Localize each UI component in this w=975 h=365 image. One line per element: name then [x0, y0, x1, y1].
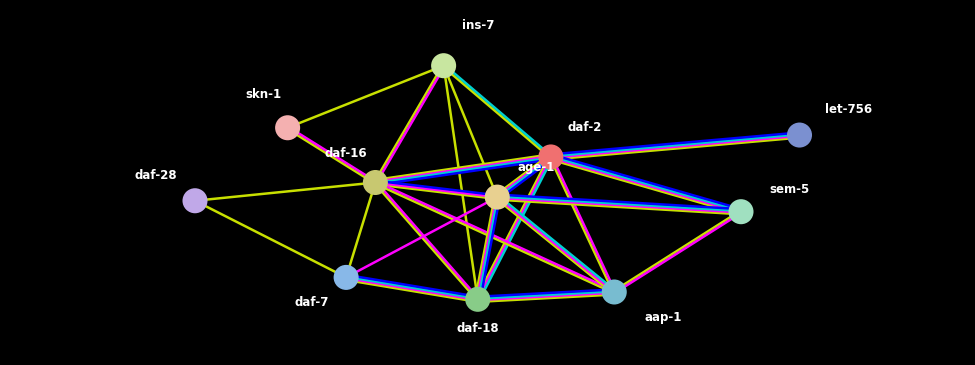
Text: skn-1: skn-1 — [245, 88, 282, 101]
Ellipse shape — [729, 200, 753, 223]
Text: daf-18: daf-18 — [456, 322, 499, 335]
Text: aap-1: aap-1 — [644, 311, 682, 324]
Ellipse shape — [276, 116, 299, 139]
Ellipse shape — [486, 185, 509, 209]
Text: ins-7: ins-7 — [461, 19, 494, 32]
Ellipse shape — [364, 171, 387, 194]
Text: daf-7: daf-7 — [294, 296, 330, 310]
Ellipse shape — [603, 280, 626, 304]
Text: daf-2: daf-2 — [567, 121, 603, 134]
Ellipse shape — [788, 123, 811, 147]
Text: daf-16: daf-16 — [325, 147, 368, 160]
Text: daf-28: daf-28 — [135, 169, 177, 182]
Ellipse shape — [466, 288, 489, 311]
Ellipse shape — [539, 145, 563, 169]
Ellipse shape — [334, 266, 358, 289]
Text: sem-5: sem-5 — [769, 183, 810, 196]
Ellipse shape — [432, 54, 455, 77]
Ellipse shape — [183, 189, 207, 212]
Text: age-1: age-1 — [518, 161, 555, 174]
Text: let-756: let-756 — [825, 103, 872, 116]
